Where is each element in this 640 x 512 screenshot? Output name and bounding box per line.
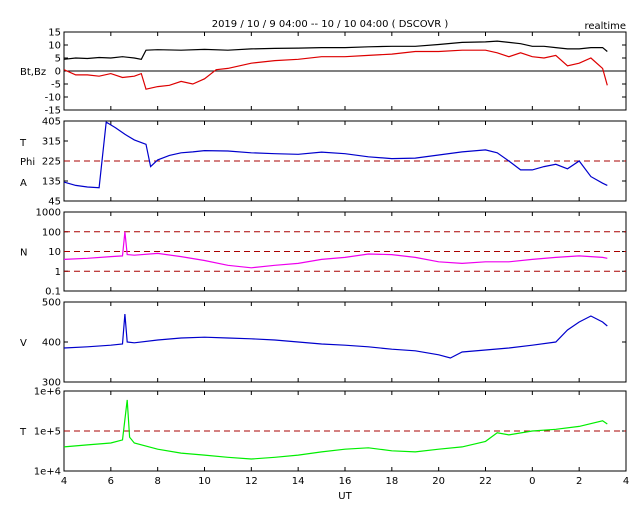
y-tick-label: 1 (55, 267, 61, 278)
x-tick-label: 2 (576, 476, 582, 487)
series-line-density (63, 231, 608, 269)
y-tick-label: 1e+5 (34, 427, 61, 438)
series-line-speed (63, 313, 608, 359)
x-axis: 4 6 8 10 12 14 16 18 20 22 0 2 4 UT (61, 476, 629, 502)
series-line-bt (63, 40, 608, 60)
y-tick-label: 1000 (36, 208, 61, 219)
panel-density: 1000 100 10 1 0.1 N (20, 208, 627, 298)
y-tick-label: 300 (42, 378, 61, 389)
series-line-phi (63, 121, 608, 189)
y-tick-label: 1e+4 (34, 467, 61, 478)
y-axis-label-part: Phi (20, 157, 35, 168)
y-axis-label-part: A (20, 178, 27, 189)
y-tick-label: 5 (55, 54, 61, 65)
x-tick-label: 14 (292, 476, 305, 487)
x-tick-label: 12 (245, 476, 258, 487)
y-axis-label: T (19, 427, 27, 438)
y-tick-label: 135 (42, 177, 61, 188)
panel-phi-angle: 405 315 225 135 45 T Phi A (19, 117, 627, 208)
y-tick-label: 1e+6 (34, 387, 61, 398)
panel-temperature: 1e+6 1e+5 1e+4 T (19, 387, 627, 478)
x-tick-label: 4 (61, 476, 67, 487)
y-axis-label: N (20, 248, 27, 259)
y-axis-label: V (20, 338, 27, 349)
y-tick-label: 0 (55, 67, 61, 78)
x-tick-label: 0 (529, 476, 535, 487)
y-tick-label: 405 (42, 117, 61, 128)
chart-title: 2019 / 10 / 9 04:00 -- 10 / 10 04:00 ( D… (212, 19, 449, 30)
y-tick-label: 315 (42, 137, 61, 148)
x-tick-label: 4 (623, 476, 629, 487)
x-tick-label: 10 (198, 476, 211, 487)
y-tick-label: 10 (48, 41, 61, 52)
x-tick-label: 16 (339, 476, 352, 487)
x-tick-label: 20 (432, 476, 445, 487)
y-tick-label: 10 (48, 247, 61, 258)
y-tick-label: 0.1 (45, 287, 61, 298)
y-tick-label: -15 (45, 106, 61, 117)
y-tick-label: 45 (48, 197, 61, 208)
realtime-label: realtime (584, 21, 626, 32)
y-tick-label: 225 (42, 157, 61, 168)
y-axis-label: Bt,Bz (20, 67, 46, 78)
y-axis-label-part: T (19, 138, 27, 149)
series-line-bz (63, 49, 608, 90)
x-tick-label: 6 (108, 476, 114, 487)
series-line-temperature (63, 399, 608, 460)
y-tick-label: -10 (45, 93, 61, 104)
x-tick-label: 18 (385, 476, 398, 487)
y-tick-label: 15 (48, 28, 61, 39)
y-tick-label: 100 (42, 227, 61, 238)
x-axis-label: UT (338, 491, 352, 502)
panel-speed: 500 400 300 V (20, 298, 627, 389)
y-tick-label: -5 (51, 80, 61, 91)
panel-frame (63, 301, 627, 383)
chart-panels: 151050-5-10-15Bt,Bz40531522513545TPhiA10… (19, 28, 627, 478)
y-tick-label: 500 (42, 298, 61, 309)
y-tick-label: 400 (42, 338, 61, 349)
x-tick-label: 8 (154, 476, 160, 487)
panel-magnetic-field: 15 10 5 0 -5 -10 -15 Bt,Bz (20, 28, 627, 117)
x-tick-label: 22 (479, 476, 492, 487)
